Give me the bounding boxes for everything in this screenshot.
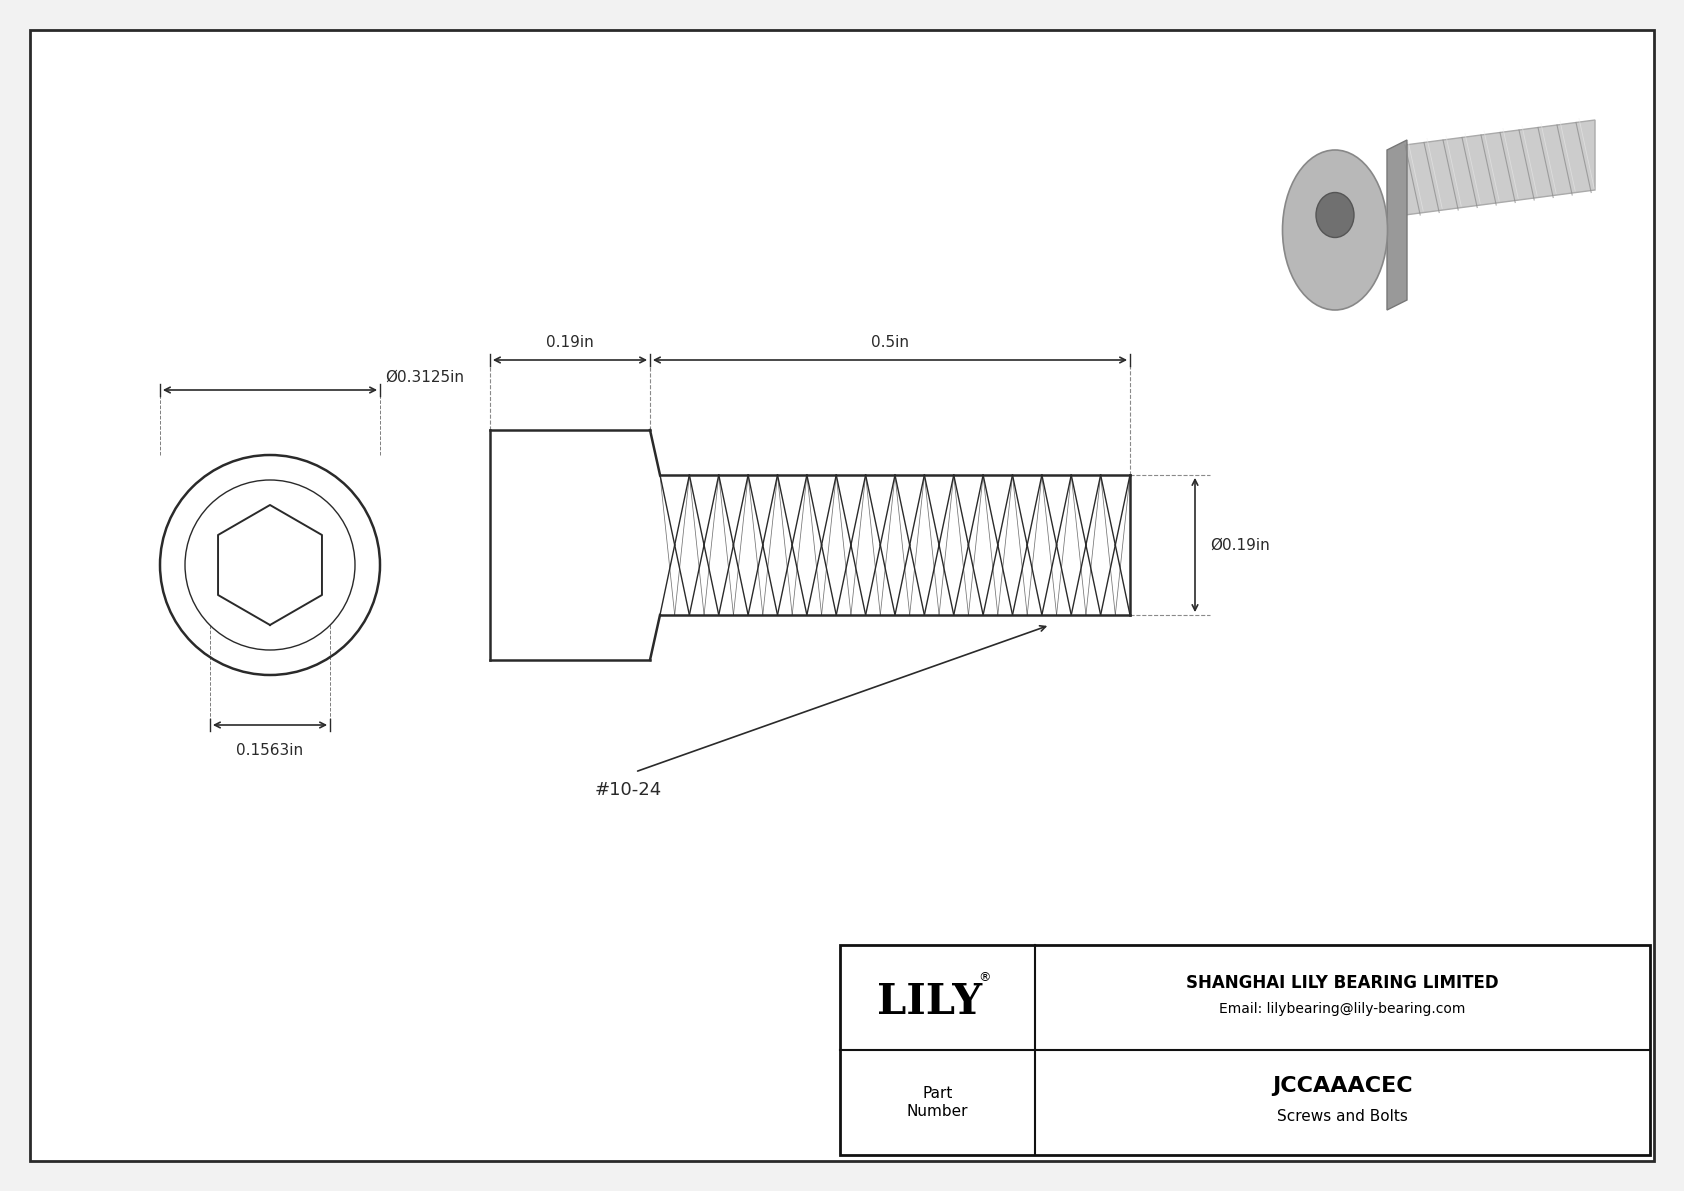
Text: JCCAAACEC: JCCAAACEC — [1271, 1077, 1413, 1097]
Polygon shape — [1404, 120, 1595, 216]
Ellipse shape — [1315, 193, 1354, 237]
Text: 0.5in: 0.5in — [871, 335, 909, 350]
Text: 0.19in: 0.19in — [546, 335, 594, 350]
Text: Part
Number: Part Number — [906, 1086, 968, 1118]
Text: ®: ® — [978, 971, 990, 984]
Text: Email: lilybearing@lily-bearing.com: Email: lilybearing@lily-bearing.com — [1219, 1003, 1465, 1016]
Text: SHANGHAI LILY BEARING LIMITED: SHANGHAI LILY BEARING LIMITED — [1186, 974, 1499, 992]
Bar — [840, 944, 1650, 1155]
Polygon shape — [1388, 141, 1408, 310]
Text: 0.1563in: 0.1563in — [236, 743, 303, 757]
Text: Screws and Bolts: Screws and Bolts — [1276, 1109, 1408, 1124]
Text: LILY: LILY — [877, 981, 982, 1023]
Text: Ø0.3125in: Ø0.3125in — [386, 370, 465, 385]
Text: #10-24: #10-24 — [594, 781, 662, 799]
Ellipse shape — [1283, 150, 1388, 310]
Text: Ø0.19in: Ø0.19in — [1211, 537, 1270, 553]
